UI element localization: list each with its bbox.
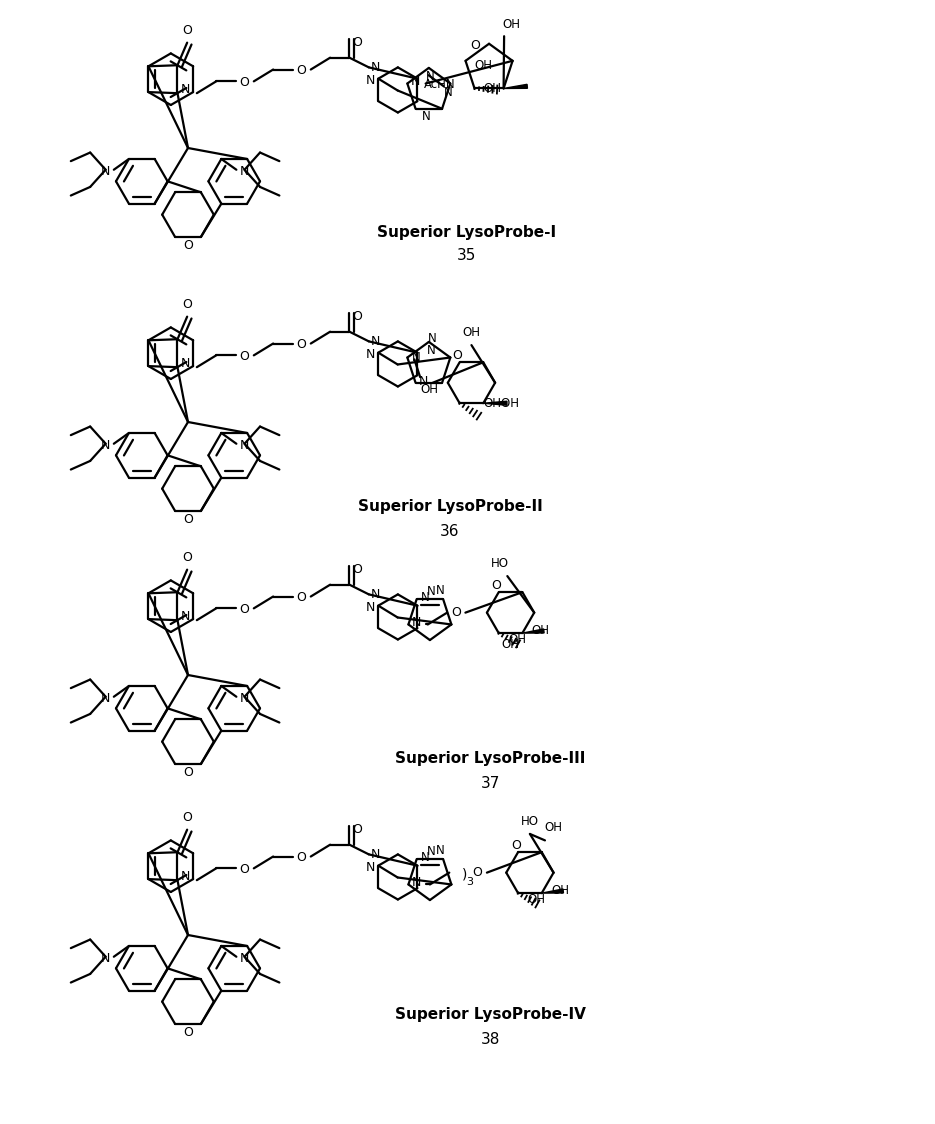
Text: N: N xyxy=(240,952,250,964)
Text: O: O xyxy=(472,867,482,879)
Text: O: O xyxy=(239,350,250,363)
Text: O: O xyxy=(182,25,192,37)
Text: N: N xyxy=(427,332,437,345)
Text: N: N xyxy=(421,590,429,604)
Text: O: O xyxy=(182,552,192,564)
Text: AcHN: AcHN xyxy=(424,78,455,91)
Text: OH: OH xyxy=(421,382,439,396)
Text: OH: OH xyxy=(463,326,481,338)
Text: N: N xyxy=(181,610,191,623)
Text: 38: 38 xyxy=(481,1032,499,1046)
Text: Superior LysoProbe-IV: Superior LysoProbe-IV xyxy=(395,1007,585,1023)
Text: ): ) xyxy=(462,868,467,882)
Text: N: N xyxy=(410,75,420,89)
Text: OH: OH xyxy=(508,633,526,646)
Text: N: N xyxy=(444,87,453,99)
Text: O: O xyxy=(182,812,192,824)
Text: N: N xyxy=(436,583,444,597)
Text: N: N xyxy=(421,851,429,863)
Text: OH: OH xyxy=(551,885,569,897)
Text: O: O xyxy=(470,39,480,53)
Text: O: O xyxy=(352,36,363,48)
Text: N: N xyxy=(181,870,191,882)
Text: N: N xyxy=(240,439,250,452)
Text: OH: OH xyxy=(475,58,493,72)
Text: O: O xyxy=(296,851,307,864)
Text: 3: 3 xyxy=(467,877,473,887)
Polygon shape xyxy=(504,84,527,89)
Text: N: N xyxy=(181,356,191,370)
Text: O: O xyxy=(296,591,307,604)
Text: O: O xyxy=(239,602,250,616)
Text: Superior LysoProbe-III: Superior LysoProbe-III xyxy=(395,752,585,767)
Text: O: O xyxy=(239,863,250,876)
Text: O: O xyxy=(352,310,363,323)
Text: O: O xyxy=(452,606,461,619)
Text: N: N xyxy=(101,439,110,452)
Text: O: O xyxy=(183,765,193,779)
Text: O: O xyxy=(183,1026,193,1039)
Text: HO: HO xyxy=(491,556,509,570)
Text: N: N xyxy=(411,351,421,364)
Text: Superior LysoProbe-II: Superior LysoProbe-II xyxy=(357,499,542,515)
Text: N: N xyxy=(371,847,381,861)
Text: OH: OH xyxy=(527,894,545,906)
Text: OH: OH xyxy=(501,638,520,652)
Text: O: O xyxy=(183,513,193,526)
Text: N: N xyxy=(371,335,381,347)
Text: OH: OH xyxy=(483,82,502,94)
Text: N: N xyxy=(371,588,381,601)
Text: N: N xyxy=(366,861,375,874)
Text: OH: OH xyxy=(532,625,550,637)
Text: OH: OH xyxy=(544,821,563,834)
Text: 35: 35 xyxy=(457,248,477,263)
Text: N: N xyxy=(425,71,434,83)
Text: N: N xyxy=(371,61,381,74)
Text: N: N xyxy=(412,616,422,629)
Text: 36: 36 xyxy=(440,524,460,538)
Text: N: N xyxy=(101,952,110,964)
Text: Superior LysoProbe-I: Superior LysoProbe-I xyxy=(378,225,556,239)
Polygon shape xyxy=(483,401,507,406)
Text: O: O xyxy=(352,563,363,575)
Text: OHOH: OHOH xyxy=(483,397,520,410)
Text: N: N xyxy=(426,845,436,858)
Text: O: O xyxy=(296,338,307,351)
Text: N: N xyxy=(423,110,431,124)
Text: O: O xyxy=(182,298,192,311)
Polygon shape xyxy=(523,629,544,633)
Text: N: N xyxy=(419,374,428,388)
Text: N: N xyxy=(366,348,375,361)
Text: N: N xyxy=(366,74,375,88)
Text: N: N xyxy=(181,83,191,96)
Text: 37: 37 xyxy=(481,776,499,790)
Text: N: N xyxy=(240,165,250,178)
Text: N: N xyxy=(101,165,110,178)
Text: O: O xyxy=(296,64,307,78)
Text: O: O xyxy=(239,76,250,89)
Polygon shape xyxy=(541,889,564,894)
Text: O: O xyxy=(453,348,463,362)
Text: N: N xyxy=(101,692,110,705)
Text: O: O xyxy=(511,839,521,852)
Text: O: O xyxy=(352,823,363,836)
Text: N: N xyxy=(366,601,375,615)
Text: HO: HO xyxy=(521,815,539,827)
Text: N: N xyxy=(240,692,250,705)
Text: N: N xyxy=(426,344,436,357)
Text: N: N xyxy=(412,877,422,889)
Text: O: O xyxy=(183,238,193,252)
Text: N: N xyxy=(426,584,436,598)
Text: N: N xyxy=(436,844,444,856)
Text: O: O xyxy=(492,579,501,591)
Text: OH: OH xyxy=(503,18,521,30)
